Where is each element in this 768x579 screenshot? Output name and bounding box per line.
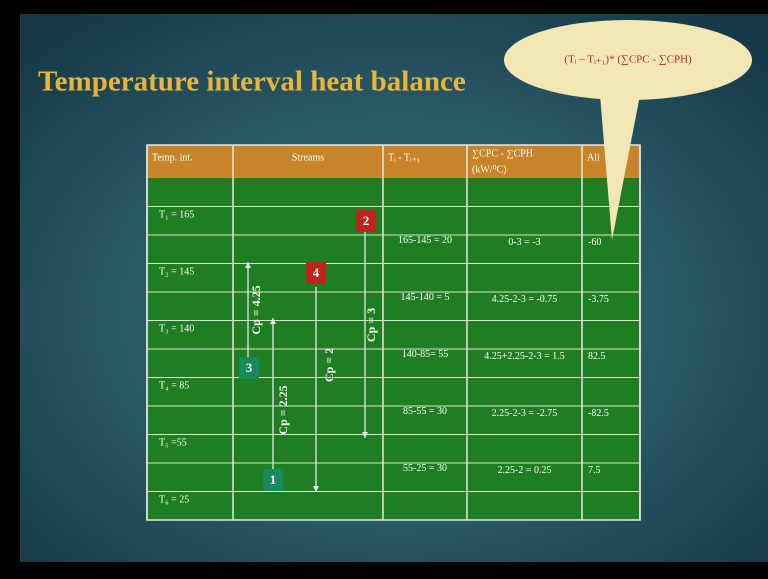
stream-id: 1 [270,472,277,487]
stream-box [306,262,326,284]
interval-dt: 145-140 = 5 [401,292,450,303]
header-unit: (kW/⁰C) [472,164,507,175]
interval-cp: 2.25-2 = 0.25 [498,465,552,476]
interval-dt: 165-145 = 20 [398,235,452,246]
stream-cp: Cp = 3 [364,308,378,342]
table-border [146,144,641,521]
stream-box [356,210,376,232]
interval-cp: 0-3 = -3 [508,237,540,248]
interval-heat: -82.5 [588,408,609,419]
interval-heat: -60 [588,237,601,248]
header-cell: Tᵢ - Tᵢ₊₁ [388,152,420,163]
stream-cp: Cp = 2.25 [276,385,290,434]
stream-arrowhead [313,486,319,492]
interval-heat: 7.5 [588,465,601,476]
stream-arrowhead [362,432,368,438]
interval-cp: 4.25+2.25-2-3 = 1.5 [484,351,564,362]
interval-cp: 4.25-2-3 = -0.75 [492,294,558,305]
interval-heat: 82.5 [588,351,606,362]
header-cell: Ali [587,152,600,163]
stream-id: 4 [313,265,320,280]
interval-heat: -3.75 [588,294,609,305]
interval-dt: 85-55 = 30 [403,406,447,417]
stream-box [263,469,283,491]
header-cell: ∑CPC - ∑CPH [472,148,533,159]
interval-dt: 55-25 = 30 [403,463,447,474]
stream-cp: Cp = 2 [322,348,336,382]
header-cell: Temp. int. [152,152,193,163]
stream-arrowhead [270,318,276,324]
interval-cp: 2.25-2-3 = -2.75 [492,408,558,419]
temp-label: T₄ = 85 [159,380,189,391]
callout-text: (Tᵢ – Tᵢ₊₁)* (∑CPC - ∑CPH) [564,54,692,66]
stream-id: 3 [246,360,253,375]
temp-label: T₁ = 165 [159,209,194,220]
stream-id: 2 [363,213,370,228]
temp-label: T₆ = 25 [159,494,189,505]
stream-box [239,357,259,379]
temp-label: T₂ = 145 [159,266,194,277]
callout-bubble [504,20,752,100]
callout-tail [600,95,640,240]
stream-cp: Cp = 4.25 [249,285,263,334]
interval-dt: 140-85= 55 [402,349,448,360]
temp-label: T₃ = 140 [159,323,194,334]
temp-label: T₅ =55 [159,437,187,448]
stream-arrowhead [245,262,251,268]
table-header [147,145,640,178]
slide-title: Temperature interval heat balance [38,66,466,98]
header-cell: Streams [292,152,324,163]
